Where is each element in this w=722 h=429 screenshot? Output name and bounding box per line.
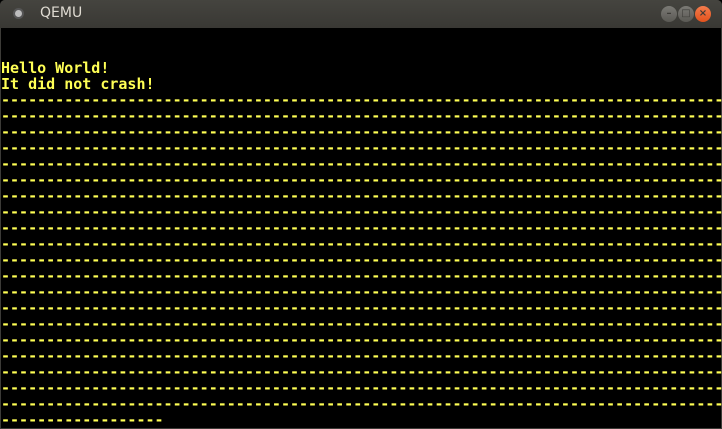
title-bar[interactable]: QEMU – □ × xyxy=(0,0,722,28)
app-icon xyxy=(15,10,22,17)
screen-line: ----------------------------------------… xyxy=(1,171,722,189)
screen-line: ----------------------------------------… xyxy=(1,347,722,365)
screen-line: ----------------------------------------… xyxy=(1,219,722,237)
screen-line: ----------------------------------------… xyxy=(1,331,722,349)
screen-line: ----------------------------------------… xyxy=(1,267,722,285)
screen-line: ----------------------------------------… xyxy=(1,123,722,141)
screen-line: ----------------------------------------… xyxy=(1,139,722,157)
screen-line: ----------------------------------------… xyxy=(1,379,722,397)
screen-line: ----------------------------------------… xyxy=(1,299,722,317)
close-button[interactable]: × xyxy=(695,6,711,22)
screen-line: ----------------------------------------… xyxy=(1,283,722,301)
screen-line: ----------------------------------------… xyxy=(1,251,722,269)
window-title: QEMU xyxy=(40,5,83,21)
screen-line: ----------------------------------------… xyxy=(1,187,722,205)
screen-line: It did not crash! xyxy=(1,75,155,93)
screen-line: ------------------ xyxy=(1,411,164,429)
screen-line: ----------------------------------------… xyxy=(1,395,722,413)
screen-line: ----------------------------------------… xyxy=(1,155,722,173)
screen-line: ----------------------------------------… xyxy=(1,235,722,253)
screen-line: ----------------------------------------… xyxy=(1,203,722,221)
screen-line: ----------------------------------------… xyxy=(1,363,722,381)
screen-line: ----------------------------------------… xyxy=(1,315,722,333)
maximize-button[interactable]: □ xyxy=(678,6,694,22)
minimize-button[interactable]: – xyxy=(661,6,677,22)
screen-line: ----------------------------------------… xyxy=(1,91,722,109)
screen-line: Hello World! xyxy=(1,59,110,77)
screen-line: ----------------------------------------… xyxy=(1,107,722,125)
vga-text-screen[interactable]: Hello World! It did not crash! -----------… xyxy=(1,28,722,429)
